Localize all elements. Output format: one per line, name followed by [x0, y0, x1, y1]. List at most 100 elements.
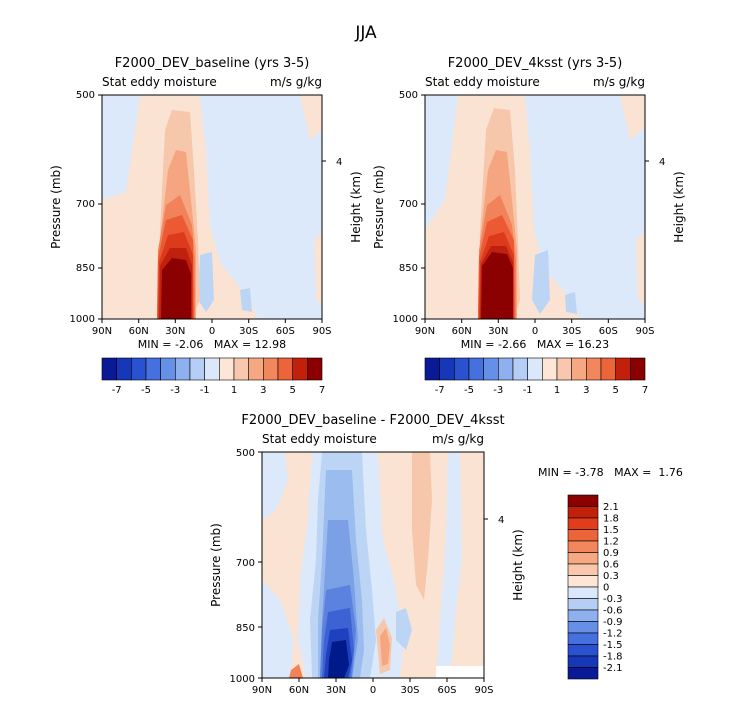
x-tick-label: 0 — [532, 326, 538, 337]
colorbar-label: 0.9 — [603, 548, 619, 559]
y-axis: 500 700 850 1000 Pressure (mb) — [372, 90, 425, 325]
panel-subtitle-left: Stat eddy moisture — [262, 432, 377, 446]
colorbar-cell — [567, 667, 599, 680]
page-title: JJA — [354, 23, 377, 43]
colorbar-cell — [145, 357, 161, 381]
y-tick-label: 1000 — [393, 314, 418, 325]
x-tick-label: 90S — [635, 326, 654, 337]
colorbar-cell — [567, 644, 599, 657]
colorbar: 2.1 1.8 1.5 1.2 0.9 0.6 0.3 0 -0.3 -0.6 … — [567, 494, 623, 680]
colorbar-cell — [483, 357, 499, 381]
colorbar-label: -3 — [493, 385, 503, 396]
contour-negative-band-4 — [262, 580, 294, 678]
colorbar-label: -3 — [170, 385, 180, 396]
colorbar-label: -1.2 — [603, 629, 623, 640]
contour-positive-band-4 — [289, 664, 303, 678]
colorbar-label: 0.6 — [603, 560, 619, 571]
colorbar-cell — [277, 357, 293, 381]
contour-negative-band-1 — [198, 252, 214, 312]
y-axis: 500 700 850 1000 Pressure (mb) — [209, 448, 262, 685]
y-axis: 500 700 850 1000 Pressure (mb) — [49, 90, 102, 325]
x-axis: 90N 60N 30N 0 30S 60S 90S — [92, 319, 332, 337]
colorbar-label: -0.9 — [603, 617, 623, 628]
colorbar-cell — [567, 632, 599, 645]
colorbar-cell — [292, 357, 308, 381]
colorbar-label: 7 — [642, 385, 648, 396]
contour-negative-band-3 — [436, 452, 462, 678]
x-tick-label: 0 — [370, 685, 376, 696]
colorbar-cell — [424, 357, 440, 381]
x-tick-label: 90N — [252, 685, 272, 696]
colorbar-cell — [567, 609, 599, 622]
x-axis: 90N 60N 30N 0 30S 60S 90S — [252, 678, 494, 696]
colorbar-cell — [567, 598, 599, 611]
colorbar-cell — [204, 357, 220, 381]
colorbar-cell — [567, 621, 599, 634]
colorbar-cell — [567, 540, 599, 553]
colorbar: -7 -5 -3 -1 1 3 5 7 — [424, 357, 648, 396]
colorbar-cell — [615, 357, 631, 381]
colorbar-label: -5 — [141, 385, 151, 396]
colorbar-cell — [585, 357, 602, 381]
missing-data-patch — [436, 666, 484, 678]
contour-negative-band-1 — [532, 250, 550, 314]
y-tick-label: 1000 — [70, 314, 95, 325]
colorbar-cell — [567, 517, 599, 530]
colorbar-cell — [567, 506, 599, 519]
x-tick-label: 60S — [437, 685, 456, 696]
colorbar-cell — [233, 357, 249, 381]
colorbar-label: -1.5 — [603, 640, 623, 651]
colorbar-label: 7 — [319, 385, 325, 396]
colorbar-cell — [306, 357, 323, 381]
min-max-stats: MIN = -2.66 MAX = 16.23 — [461, 338, 609, 351]
colorbar-label: -1.8 — [603, 652, 623, 663]
y-tick-label: 700 — [76, 199, 95, 210]
contour-negative-band-6 — [396, 608, 412, 650]
y-axis-right: 4 Height (km) — [322, 157, 363, 243]
colorbar-label: 1.5 — [603, 525, 619, 536]
panel-difference: F2000_DEV_baseline - F2000_DEV_4ksst Sta… — [209, 413, 683, 696]
colorbar-cell — [556, 357, 572, 381]
y-axis-right: 4 Height (km) — [484, 515, 525, 601]
colorbar-label: 1.2 — [603, 537, 619, 548]
colorbar-label: -5 — [464, 385, 474, 396]
contour-positive-band-1 — [412, 452, 432, 600]
y-tick-label: 700 — [236, 558, 255, 569]
panel-title: F2000_DEV_4ksst (yrs 3-5) — [448, 56, 623, 71]
colorbar: -7 -5 -3 -1 1 3 5 7 — [101, 357, 325, 396]
colorbar-label: -0.6 — [603, 606, 623, 617]
x-tick-label: 30S — [400, 685, 419, 696]
colorbar-label: 0.3 — [603, 571, 619, 582]
colorbar-label: 3 — [583, 385, 589, 396]
x-tick-label: 90N — [92, 326, 112, 337]
y-right-tick-label: 4 — [659, 157, 665, 168]
contour-negative-band-12 — [328, 640, 349, 678]
y-right-tick-label: 4 — [498, 515, 504, 526]
contour-field — [425, 95, 645, 319]
colorbar-cell — [571, 357, 587, 381]
colorbar-label: 3 — [260, 385, 266, 396]
colorbar-cell — [541, 357, 558, 381]
panel-baseline: F2000_DEV_baseline (yrs 3-5) Stat eddy m… — [49, 56, 363, 396]
colorbar-cell — [131, 357, 147, 381]
y-tick-label: 850 — [236, 623, 255, 634]
y-axis-label: Pressure (mb) — [49, 165, 63, 249]
min-max-stats: MIN = -2.06 MAX = 12.98 — [138, 338, 286, 351]
colorbar-cell — [567, 494, 599, 507]
y-axis-label: Pressure (mb) — [372, 165, 386, 249]
contour-field — [262, 452, 484, 678]
panel-subtitle-right: m/s g/kg — [432, 432, 484, 446]
colorbar-cell — [189, 357, 205, 381]
colorbar-label: 1 — [554, 385, 560, 396]
colorbar-cell — [567, 552, 599, 565]
colorbar-cell — [567, 575, 599, 588]
colorbar-cell — [512, 357, 528, 381]
x-tick-label: 60S — [276, 326, 295, 337]
contour-positive-band-2 — [620, 95, 645, 140]
colorbar-cell — [497, 357, 514, 381]
panel-subtitle-right: m/s g/kg — [593, 75, 645, 89]
x-tick-label: 60S — [599, 326, 618, 337]
colorbar-label: -2.1 — [603, 663, 623, 674]
x-tick-label: 60N — [129, 326, 149, 337]
y-tick-label: 500 — [236, 448, 255, 459]
